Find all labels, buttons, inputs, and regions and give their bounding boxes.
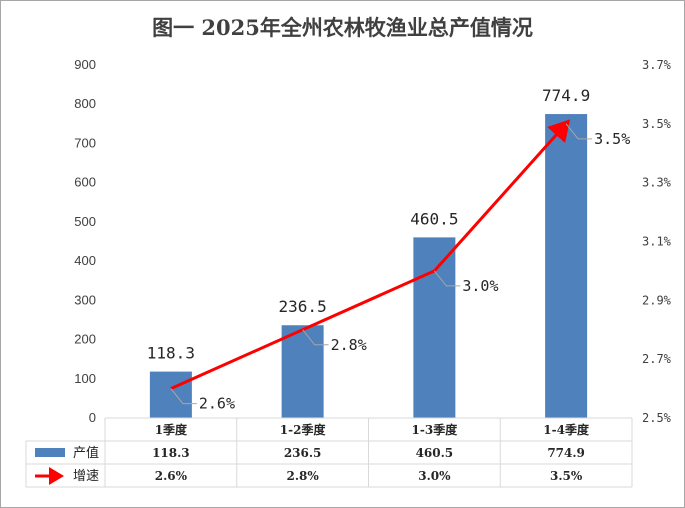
leader-line: [565, 123, 593, 140]
table-cell-value: 774.9: [547, 446, 585, 460]
growth-point-label: 3.0%: [462, 277, 498, 295]
growth-point-label: 2.8%: [331, 336, 367, 354]
right-axis-tick: 3.5%: [642, 117, 672, 131]
left-axis-tick: 400: [74, 253, 96, 268]
growth-point-label: 2.6%: [199, 395, 235, 413]
leader-line: [170, 388, 197, 405]
table-cell-value: 236.5: [284, 446, 322, 460]
growth-point-label: 3.5%: [594, 130, 630, 148]
bar: [281, 325, 324, 418]
bar-value-label: 236.5: [279, 297, 327, 316]
right-axis-tick: 2.9%: [642, 293, 672, 307]
category-label: 1-2季度: [280, 422, 327, 437]
right-axis-tick: 3.3%: [642, 176, 672, 190]
left-axis-tick: 100: [74, 371, 96, 386]
left-axis-tick: 900: [74, 57, 96, 72]
legend-bar-label: 产值: [73, 445, 99, 461]
left-axis-tick: 300: [74, 292, 96, 307]
table-cell-value: 118.3: [152, 446, 190, 460]
bar-value-label: 118.3: [147, 344, 195, 363]
right-axis-tick: 3.1%: [642, 235, 672, 249]
right-axis-tick: 2.5%: [642, 411, 672, 425]
left-axis-tick: 0: [89, 410, 96, 425]
table-cell-growth: 2.8%: [286, 469, 319, 483]
left-axis-tick: 500: [74, 214, 96, 229]
table-cell-value: 460.5: [416, 446, 454, 460]
table-cell-growth: 2.6%: [155, 469, 188, 483]
bar-value-label: 460.5: [410, 209, 458, 228]
bar: [149, 371, 192, 418]
category-label: 1季度: [155, 422, 188, 437]
legend-bar-swatch: [35, 448, 65, 457]
bar: [545, 114, 588, 418]
legend-line-label: 增速: [73, 469, 99, 484]
category-label: 1-3季度: [412, 422, 459, 437]
table-cell-growth: 3.0%: [418, 469, 451, 483]
category-label: 1-4季度: [543, 422, 590, 437]
table-cell-growth: 3.5%: [550, 469, 583, 483]
bar: [413, 237, 456, 418]
left-axis-tick: 800: [74, 96, 96, 111]
leader-line: [302, 329, 329, 346]
right-axis-tick: 3.7%: [642, 58, 672, 72]
left-axis-tick: 600: [74, 175, 96, 190]
left-axis-tick: 200: [74, 332, 96, 347]
growth-line: [170, 119, 571, 390]
chart-title: 图一 2025年全州农林牧渔业总产值情况: [152, 15, 533, 40]
right-axis-tick: 2.7%: [642, 352, 672, 366]
leader-line: [433, 270, 461, 287]
bar-value-label: 774.9: [542, 86, 590, 105]
left-axis-tick: 700: [74, 135, 96, 150]
